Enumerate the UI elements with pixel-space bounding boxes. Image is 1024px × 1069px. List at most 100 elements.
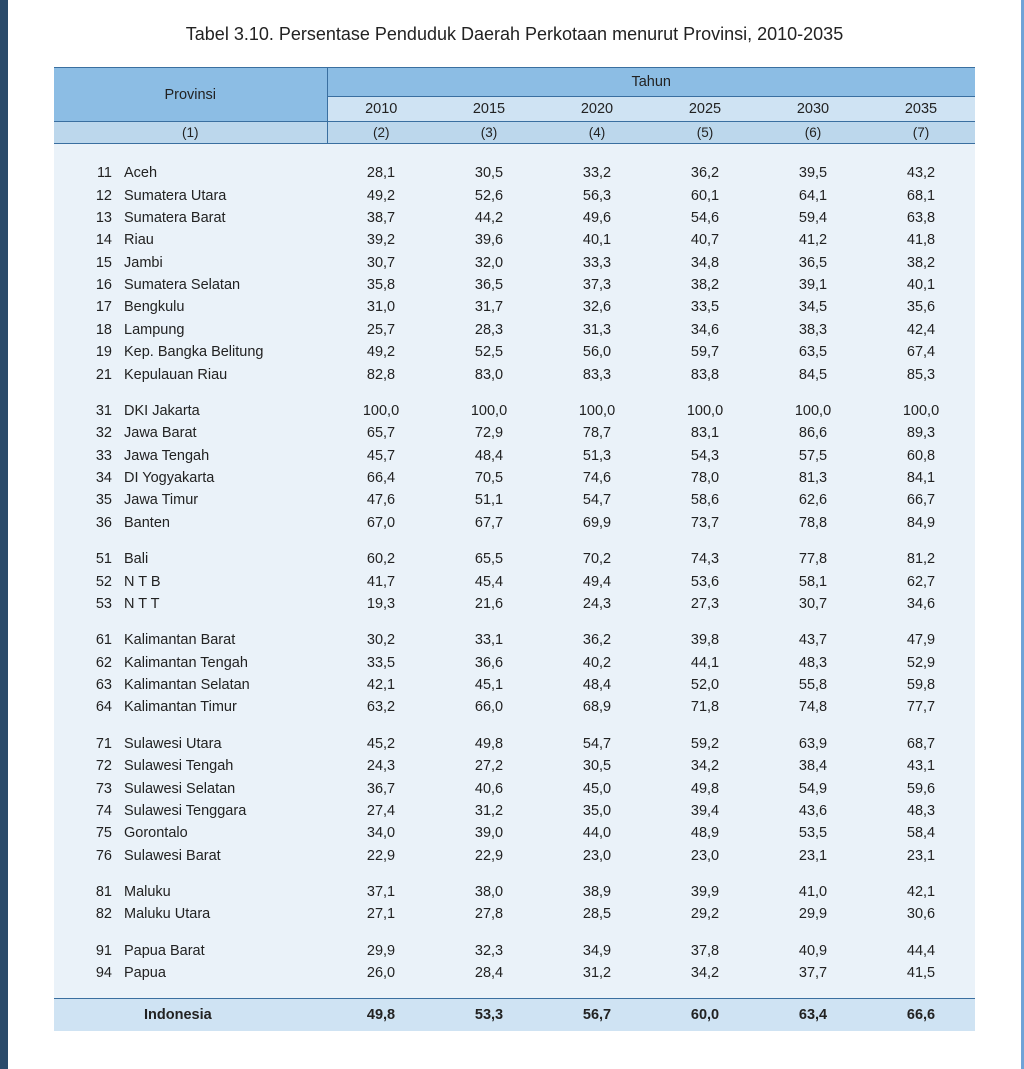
value-cell: 31,7 — [435, 296, 543, 318]
total-code — [54, 999, 118, 1032]
table-row: 15Jambi30,732,033,334,836,538,2 — [54, 252, 975, 274]
value-cell: 68,1 — [867, 184, 975, 206]
value-cell: 40,7 — [651, 229, 759, 251]
table-row: 63Kalimantan Selatan42,145,148,452,055,8… — [54, 674, 975, 696]
value-cell: 44,1 — [651, 652, 759, 674]
value-cell: 60,1 — [651, 184, 759, 206]
value-cell: 53,6 — [651, 570, 759, 592]
value-cell: 33,5 — [327, 652, 435, 674]
value-cell: 34,5 — [759, 296, 867, 318]
value-cell: 67,0 — [327, 512, 435, 534]
value-cell: 23,0 — [543, 845, 651, 867]
value-cell: 38,2 — [867, 252, 975, 274]
value-cell: 42,1 — [327, 674, 435, 696]
province-code: 16 — [54, 274, 118, 296]
value-cell: 41,8 — [867, 229, 975, 251]
table-row: 18Lampung25,728,331,334,638,342,4 — [54, 319, 975, 341]
value-cell: 40,1 — [867, 274, 975, 296]
header-provinsi: Provinsi — [54, 68, 327, 122]
header-year: 2010 — [327, 97, 435, 122]
province-name: Jambi — [118, 252, 327, 274]
value-cell: 43,2 — [867, 162, 975, 184]
value-cell: 37,7 — [759, 962, 867, 984]
value-cell: 40,9 — [759, 940, 867, 962]
value-cell: 23,0 — [651, 845, 759, 867]
value-cell: 56,0 — [543, 341, 651, 363]
spacer-cell — [54, 615, 975, 629]
value-cell: 54,7 — [543, 733, 651, 755]
value-cell: 34,2 — [651, 962, 759, 984]
province-name: Jawa Tengah — [118, 445, 327, 467]
value-cell: 51,1 — [435, 489, 543, 511]
value-cell: 35,8 — [327, 274, 435, 296]
value-cell: 33,3 — [543, 252, 651, 274]
header-year: 2025 — [651, 97, 759, 122]
page-frame: Tabel 3.10. Persentase Penduduk Daerah P… — [0, 0, 1024, 1069]
province-code: 51 — [54, 548, 118, 570]
value-cell: 77,8 — [759, 548, 867, 570]
value-cell: 27,2 — [435, 755, 543, 777]
value-cell: 28,4 — [435, 962, 543, 984]
table-row: 31DKI Jakarta100,0100,0100,0100,0100,010… — [54, 400, 975, 422]
province-name: Sulawesi Tengah — [118, 755, 327, 777]
province-name: Sulawesi Barat — [118, 845, 327, 867]
value-cell: 68,7 — [867, 733, 975, 755]
value-cell: 36,5 — [759, 252, 867, 274]
value-cell: 36,5 — [435, 274, 543, 296]
total-value: 66,6 — [867, 999, 975, 1032]
value-cell: 33,2 — [543, 162, 651, 184]
value-cell: 43,1 — [867, 755, 975, 777]
value-cell: 65,7 — [327, 422, 435, 444]
value-cell: 45,0 — [543, 777, 651, 799]
value-cell: 62,7 — [867, 570, 975, 592]
province-code: 81 — [54, 881, 118, 903]
value-cell: 58,1 — [759, 570, 867, 592]
header-year: 2035 — [867, 97, 975, 122]
province-code: 15 — [54, 252, 118, 274]
province-name: Sumatera Selatan — [118, 274, 327, 296]
province-name: Jawa Timur — [118, 489, 327, 511]
data-table: Provinsi Tahun 2010 2015 2020 2025 2030 … — [54, 67, 975, 1031]
table-row: 53N T T19,321,624,327,330,734,6 — [54, 593, 975, 615]
spacer-cell — [54, 386, 975, 400]
value-cell: 78,7 — [543, 422, 651, 444]
value-cell: 59,7 — [651, 341, 759, 363]
value-cell: 32,6 — [543, 296, 651, 318]
table-row: 51Bali60,265,570,274,377,881,2 — [54, 548, 975, 570]
value-cell: 24,3 — [543, 593, 651, 615]
value-cell: 39,2 — [327, 229, 435, 251]
value-cell: 73,7 — [651, 512, 759, 534]
value-cell: 100,0 — [759, 400, 867, 422]
province-code: 31 — [54, 400, 118, 422]
value-cell: 38,9 — [543, 881, 651, 903]
spacer-row — [54, 926, 975, 940]
value-cell: 54,9 — [759, 777, 867, 799]
table-row: 75Gorontalo34,039,044,048,953,558,4 — [54, 822, 975, 844]
value-cell: 19,3 — [327, 593, 435, 615]
header-col-idx: (4) — [543, 122, 651, 144]
table-title: Tabel 3.10. Persentase Penduduk Daerah P… — [54, 24, 975, 45]
value-cell: 33,1 — [435, 629, 543, 651]
value-cell: 59,4 — [759, 207, 867, 229]
value-cell: 45,2 — [327, 733, 435, 755]
total-value: 56,7 — [543, 999, 651, 1032]
province-name: Sumatera Utara — [118, 184, 327, 206]
province-code: 34 — [54, 467, 118, 489]
value-cell: 81,3 — [759, 467, 867, 489]
value-cell: 41,2 — [759, 229, 867, 251]
spacer-row — [54, 534, 975, 548]
value-cell: 59,6 — [867, 777, 975, 799]
table-row: 73Sulawesi Selatan36,740,645,049,854,959… — [54, 777, 975, 799]
spacer-cell — [54, 719, 975, 733]
province-code: 11 — [54, 162, 118, 184]
value-cell: 66,4 — [327, 467, 435, 489]
value-cell: 38,7 — [327, 207, 435, 229]
province-code: 74 — [54, 800, 118, 822]
value-cell: 44,4 — [867, 940, 975, 962]
table-row: 19Kep. Bangka Belitung49,252,556,059,763… — [54, 341, 975, 363]
value-cell: 65,5 — [435, 548, 543, 570]
value-cell: 47,9 — [867, 629, 975, 651]
table-row: 13Sumatera Barat38,744,249,654,659,463,8 — [54, 207, 975, 229]
value-cell: 49,2 — [327, 184, 435, 206]
province-code: 63 — [54, 674, 118, 696]
